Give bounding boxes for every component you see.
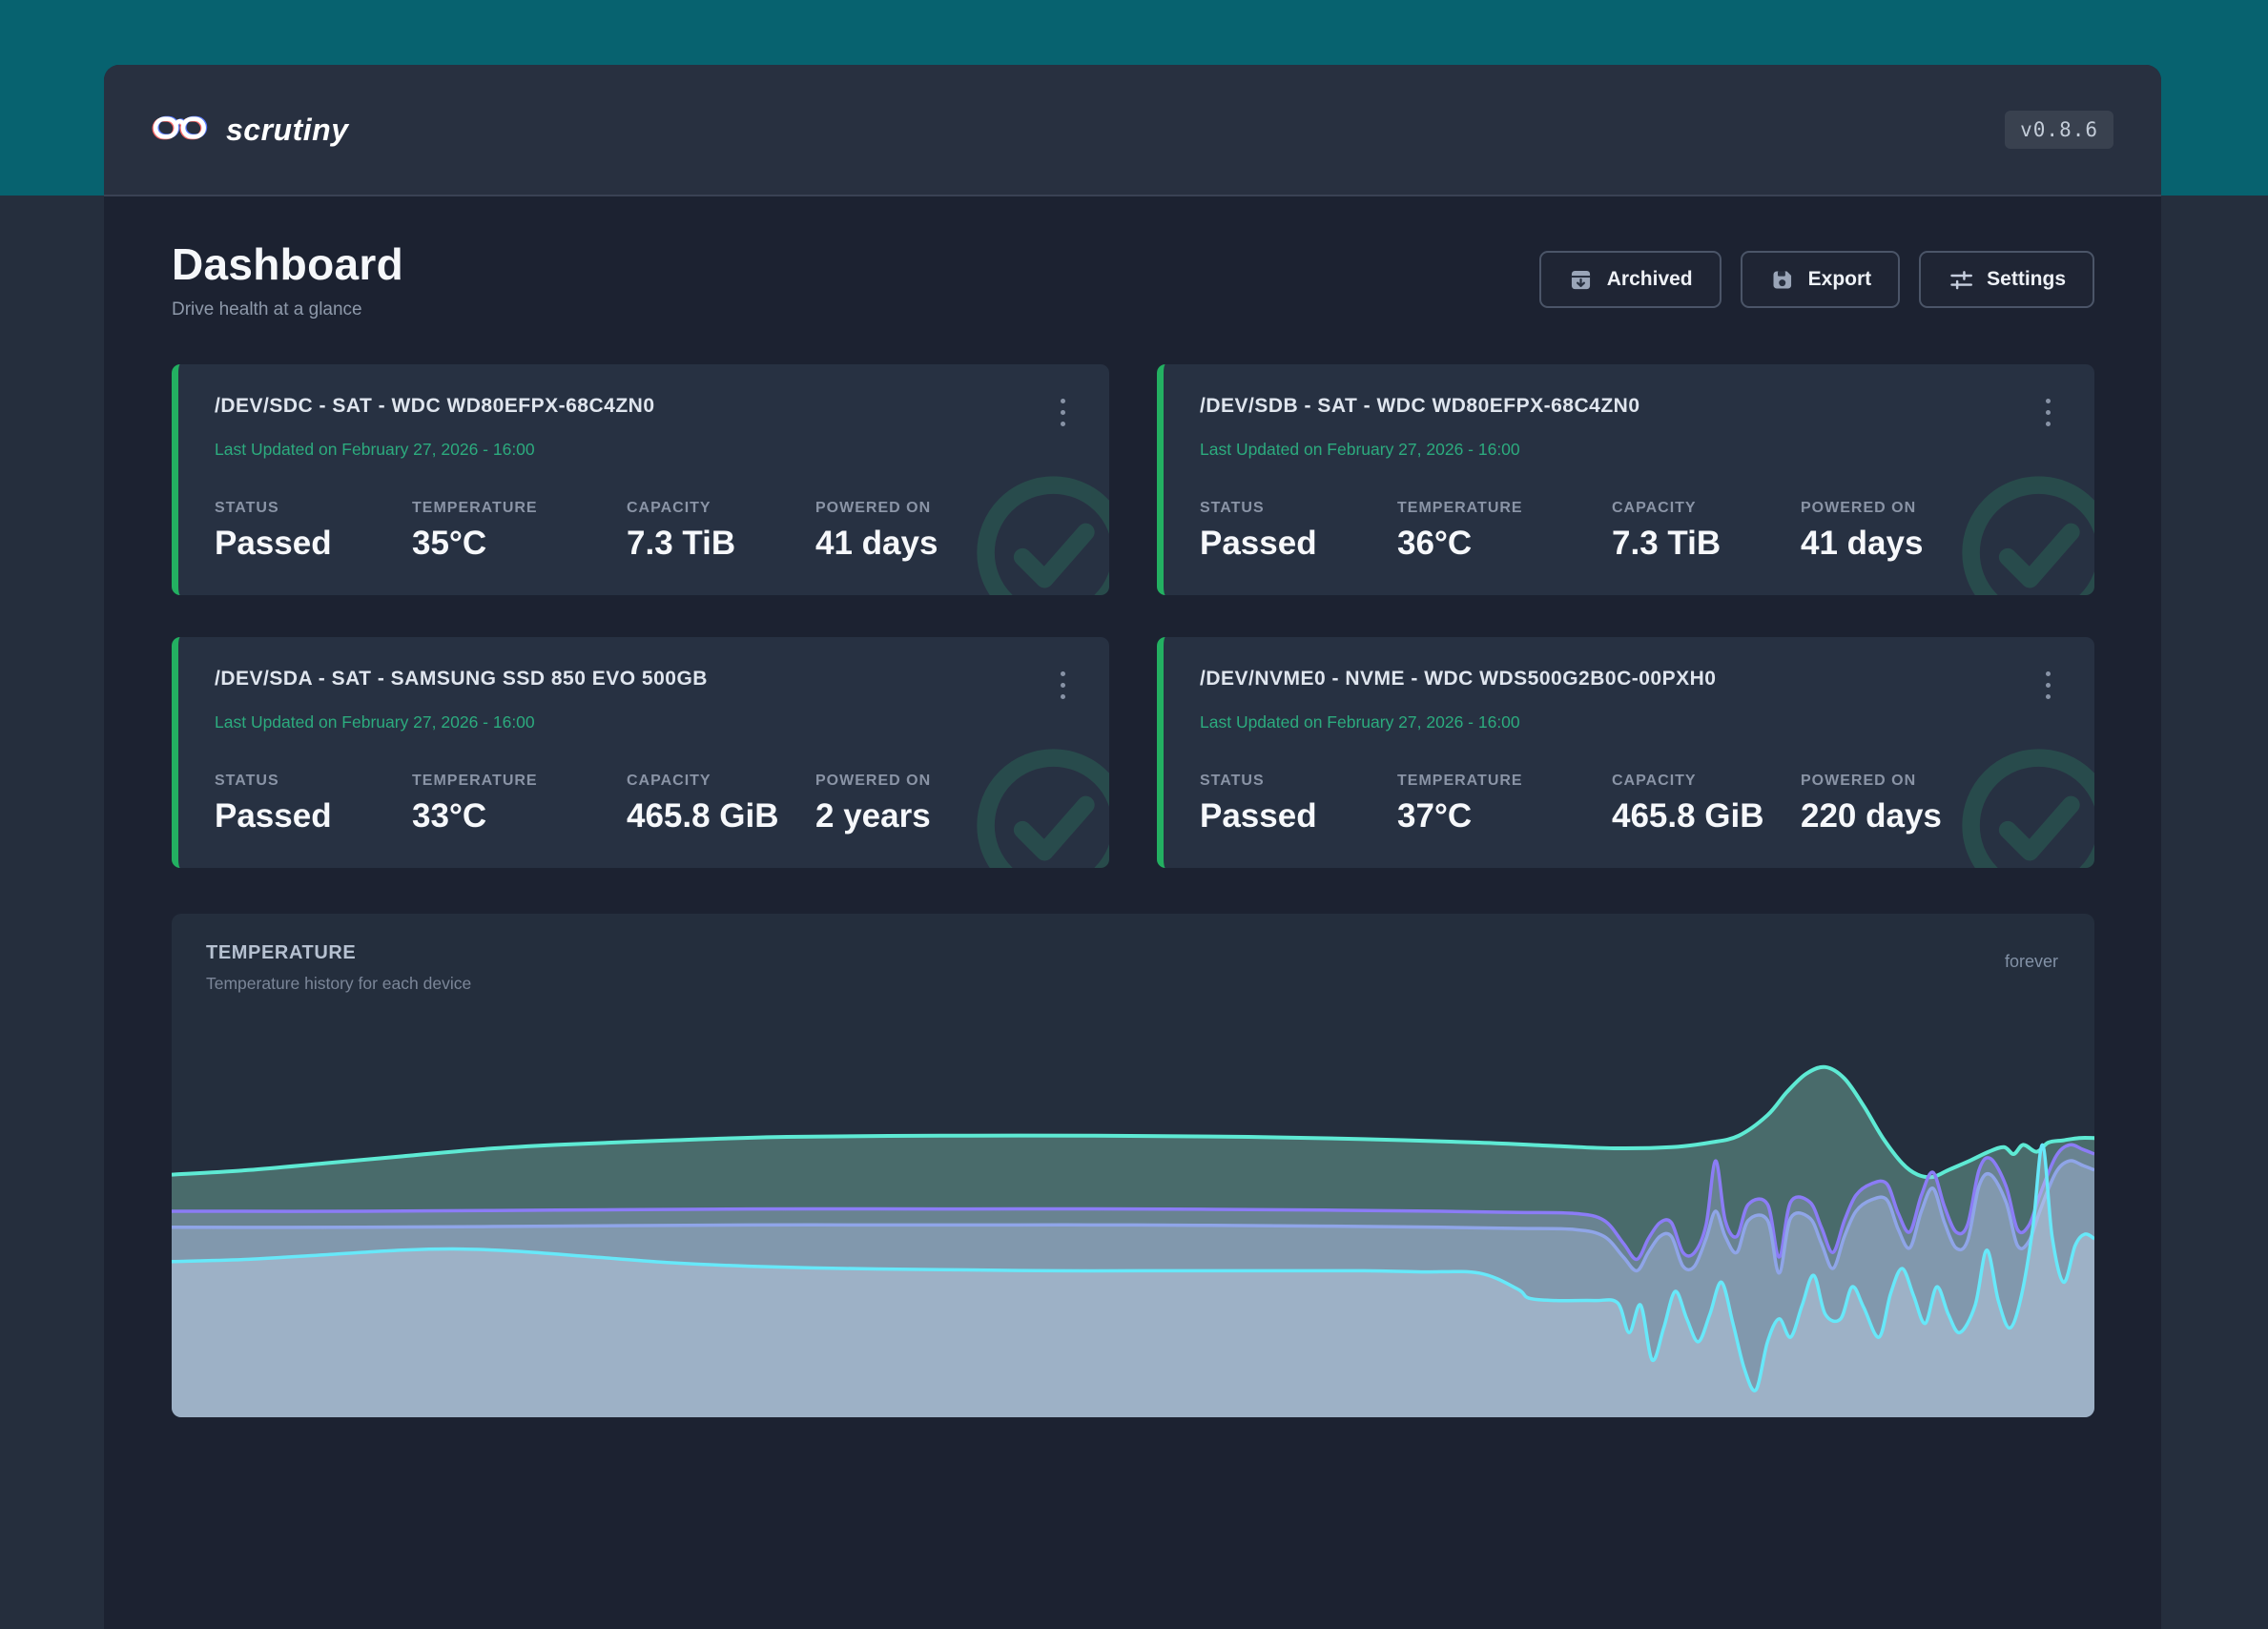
- drive-card-sdc[interactable]: /DEV/SDC - SAT - WDC WD80EFPX-68C4ZN0 La…: [172, 364, 1109, 595]
- check-circle-watermark-icon: [1962, 476, 2094, 595]
- status-label: STATUS: [215, 500, 279, 516]
- temperature-panel-title: TEMPERATURE: [206, 942, 357, 963]
- powered-on-value: 41 days: [815, 525, 938, 562]
- capacity-label: CAPACITY: [1612, 500, 1697, 516]
- drive-menu-kebab-icon[interactable]: [1053, 668, 1073, 703]
- page-subtitle: Drive health at a glance: [172, 299, 362, 320]
- page-content: Dashboard Drive health at a glance: [104, 196, 2161, 1417]
- app-logo[interactable]: scrutiny: [152, 112, 348, 149]
- export-button[interactable]: Export: [1740, 251, 1901, 308]
- temperature-label: TEMPERATURE: [1397, 500, 1523, 516]
- save-icon: [1769, 267, 1795, 293]
- capacity-value: 7.3 TiB: [627, 525, 736, 562]
- chart-line-periwinkle: [172, 1159, 2094, 1275]
- temperature-value: 35°C: [412, 525, 487, 562]
- drive-card-sdb[interactable]: /DEV/SDB - SAT - WDC WD80EFPX-68C4ZN0 La…: [1157, 364, 2094, 595]
- drive-card-grid: /DEV/SDC - SAT - WDC WD80EFPX-68C4ZN0 La…: [172, 364, 2094, 868]
- temperature-label: TEMPERATURE: [412, 773, 538, 789]
- capacity-label: CAPACITY: [1612, 773, 1697, 789]
- powered-on-label: POWERED ON: [1801, 500, 1917, 516]
- capacity-label: CAPACITY: [627, 500, 711, 516]
- powered-on-value: 220 days: [1801, 797, 1942, 835]
- chart-area-purple: [172, 1144, 2094, 1417]
- chart-area-periwinkle: [172, 1160, 2094, 1417]
- temperature-area-chart[interactable]: [172, 914, 2094, 1417]
- archive-icon: [1568, 267, 1594, 293]
- archived-button[interactable]: Archived: [1538, 251, 1722, 308]
- status-value: Passed: [215, 525, 332, 562]
- temperature-value: 37°C: [1397, 797, 1473, 835]
- capacity-value: 465.8 GiB: [1612, 797, 1764, 835]
- powered-on-label: POWERED ON: [1801, 773, 1917, 789]
- check-circle-watermark-icon: [977, 749, 1109, 868]
- drive-title: /DEV/SDA - SAT - SAMSUNG SSD 850 EVO 500…: [215, 668, 708, 690]
- archived-button-label: Archived: [1606, 268, 1693, 290]
- version-badge: v0.8.6: [2005, 111, 2113, 149]
- status-label: STATUS: [1200, 500, 1265, 516]
- chart-line-cyan: [172, 1143, 2094, 1392]
- drive-last-updated: Last Updated on February 27, 2026 - 16:0…: [215, 440, 535, 459]
- settings-button[interactable]: Settings: [1919, 251, 2094, 308]
- powered-on-label: POWERED ON: [815, 500, 932, 516]
- drive-title: /DEV/SDC - SAT - WDC WD80EFPX-68C4ZN0: [215, 395, 655, 417]
- check-circle-watermark-icon: [1962, 749, 2094, 868]
- page-title: Dashboard: [172, 239, 403, 289]
- status-value: Passed: [215, 797, 332, 835]
- drive-menu-kebab-icon[interactable]: [2038, 668, 2058, 703]
- sliders-icon: [1948, 267, 1973, 293]
- temperature-value: 33°C: [412, 797, 487, 835]
- app-name: scrutiny: [226, 112, 349, 147]
- drive-menu-kebab-icon[interactable]: [1053, 395, 1073, 430]
- temperature-panel-subtitle: Temperature history for each device: [206, 974, 472, 993]
- drive-card-sda[interactable]: /DEV/SDA - SAT - SAMSUNG SSD 850 EVO 500…: [172, 637, 1109, 868]
- powered-on-label: POWERED ON: [815, 773, 932, 789]
- glasses-icon: [152, 112, 215, 149]
- status-value: Passed: [1200, 525, 1317, 562]
- drive-card-nvme0[interactable]: /DEV/NVME0 - NVME - WDC WDS500G2B0C-00PX…: [1157, 637, 2094, 868]
- drive-last-updated: Last Updated on February 27, 2026 - 16:0…: [215, 712, 535, 732]
- drive-title: /DEV/SDB - SAT - WDC WD80EFPX-68C4ZN0: [1200, 395, 1640, 417]
- drive-menu-kebab-icon[interactable]: [2038, 395, 2058, 430]
- temperature-history-panel: TEMPERATURE Temperature history for each…: [172, 914, 2094, 1417]
- chart-line-teal: [172, 1064, 2094, 1180]
- powered-on-value: 41 days: [1801, 525, 1924, 562]
- powered-on-value: 2 years: [815, 797, 931, 835]
- chart-line-purple: [172, 1143, 2094, 1262]
- capacity-value: 465.8 GiB: [627, 797, 779, 835]
- export-button-label: Export: [1807, 268, 1872, 290]
- check-circle-watermark-icon: [977, 476, 1109, 595]
- main-card: scrutiny v0.8.6 Dashboard Drive health a…: [104, 65, 2161, 1629]
- capacity-label: CAPACITY: [627, 773, 711, 789]
- settings-button-label: Settings: [1987, 268, 2066, 290]
- app-header: scrutiny v0.8.6: [104, 65, 2161, 196]
- drive-title: /DEV/NVME0 - NVME - WDC WDS500G2B0C-00PX…: [1200, 668, 1717, 690]
- drive-last-updated: Last Updated on February 27, 2026 - 16:0…: [1200, 712, 1520, 732]
- chart-area-teal: [172, 1066, 2094, 1417]
- temperature-label: TEMPERATURE: [412, 500, 538, 516]
- chart-area-cyan: [172, 1144, 2094, 1417]
- capacity-value: 7.3 TiB: [1612, 525, 1722, 562]
- status-label: STATUS: [1200, 773, 1265, 789]
- chart-range-label[interactable]: forever: [2004, 952, 2058, 971]
- status-label: STATUS: [215, 773, 279, 789]
- temperature-value: 36°C: [1397, 525, 1473, 562]
- toolbar: Archived Export: [1538, 251, 2094, 308]
- temperature-label: TEMPERATURE: [1397, 773, 1523, 789]
- status-value: Passed: [1200, 797, 1317, 835]
- drive-last-updated: Last Updated on February 27, 2026 - 16:0…: [1200, 440, 1520, 459]
